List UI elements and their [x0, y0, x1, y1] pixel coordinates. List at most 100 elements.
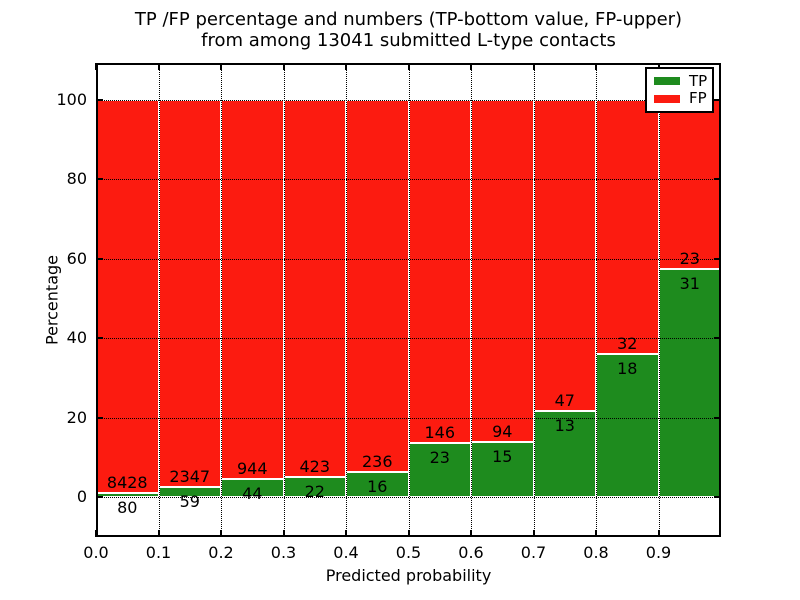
- gridline-vertical: [533, 63, 535, 537]
- y-tick-right: [714, 416, 721, 419]
- bar-fp-segment: [158, 99, 221, 488]
- x-tick-bottom: [407, 530, 410, 537]
- bar-fp-segment: [596, 99, 659, 354]
- bar-tp-segment: [346, 471, 409, 497]
- legend-swatch-fp-icon: [654, 94, 680, 103]
- bar-fp-segment: [471, 99, 534, 443]
- fp-count-label: 32: [617, 333, 638, 353]
- x-tick-label: 0.5: [395, 543, 422, 562]
- gridline-vertical: [596, 63, 597, 537]
- y-tick-left: [96, 257, 103, 260]
- y-tick-label: 100: [56, 89, 87, 109]
- tp-count-label: 44: [242, 484, 263, 504]
- x-tick-bottom: [157, 530, 160, 537]
- legend-label-fp: FP: [689, 89, 707, 108]
- y-tick-left: [96, 496, 103, 498]
- x-tick-top: [407, 63, 410, 70]
- x-tick-bottom: [470, 530, 472, 537]
- bar-tp-segment: [471, 442, 534, 497]
- gridline-vertical: [283, 63, 285, 537]
- fp-count-label: 94: [492, 422, 513, 442]
- legend-entry-fp: FP: [654, 91, 712, 106]
- x-tick-bottom: [595, 530, 597, 537]
- x-tick-label: 0.4: [333, 543, 359, 562]
- y-tick-label: 20: [66, 407, 87, 427]
- gridline-vertical: [221, 63, 222, 537]
- tp-count-label: 15: [492, 447, 513, 467]
- y-tick-label: 60: [66, 248, 87, 268]
- x-tick-label: 0.9: [645, 543, 672, 562]
- y-tick-right: [714, 337, 721, 339]
- gridline-vertical: [471, 63, 472, 537]
- y-tick-left: [96, 98, 103, 101]
- x-tick-bottom: [282, 530, 285, 537]
- plot-area: TP FP 8428 80 2347 59 944 44 423 22 236 16 146 23 94…: [95, 63, 721, 537]
- x-tick-label: 0.8: [583, 543, 609, 562]
- bar-tp-segment: [596, 353, 659, 497]
- y-tick-left: [96, 337, 103, 339]
- bar-tp-segment: [533, 410, 596, 497]
- x-tick-top: [220, 63, 222, 70]
- fp-count-label: 23: [679, 248, 700, 268]
- bar-fp-segment: [346, 99, 409, 472]
- x-tick-top: [595, 63, 597, 70]
- x-tick-bottom: [95, 530, 97, 537]
- gridline-vertical: [408, 63, 410, 537]
- y-tick-right: [714, 178, 721, 180]
- x-tick-bottom: [532, 530, 535, 537]
- gridline-vertical: [346, 63, 347, 537]
- tp-count-label: 22: [304, 482, 325, 502]
- tp-count-label: 23: [429, 447, 450, 467]
- y-axis-label: Percentage: [42, 254, 62, 346]
- bar-fp-segment: [408, 99, 471, 443]
- y-tick-right: [714, 257, 721, 260]
- tp-count-label: 80: [117, 498, 138, 518]
- bar-fp-segment: [96, 99, 159, 494]
- fp-count-label: 423: [299, 457, 331, 477]
- bar-fp-segment: [283, 99, 346, 478]
- y-tick-label: 80: [66, 169, 87, 188]
- x-tick-label: 0.7: [520, 543, 547, 562]
- legend: TP FP: [645, 67, 714, 113]
- bar-tp-segment: [658, 268, 721, 497]
- y-tick-right: [714, 496, 721, 498]
- tp-count-label: 16: [367, 476, 388, 496]
- y-tick-left: [96, 178, 103, 180]
- x-tick-label: 0.3: [270, 543, 297, 562]
- fp-count-label: 944: [236, 459, 268, 479]
- tp-count-label: 31: [679, 273, 700, 293]
- x-tick-label: 0.2: [208, 543, 234, 562]
- y-tick-left: [96, 416, 103, 419]
- fp-count-label: 236: [361, 451, 393, 471]
- y-tick-label: 40: [66, 328, 87, 347]
- legend-entry-tp: TP: [654, 71, 712, 90]
- fp-count-label: 47: [554, 390, 575, 410]
- tp-count-label: 13: [554, 415, 575, 435]
- chart-title-line1: TP /FP percentage and numbers (TP-bottom…: [134, 9, 683, 30]
- x-tick-top: [282, 63, 285, 70]
- x-tick-top: [657, 63, 660, 70]
- x-tick-top: [532, 63, 535, 70]
- gridline-vertical: [158, 63, 160, 537]
- bar-fp-segment: [221, 99, 284, 480]
- gridline-vertical: [658, 63, 660, 537]
- x-axis-label: Predicted probability: [325, 566, 492, 585]
- x-tick-bottom: [220, 530, 222, 537]
- x-tick-label: 0.6: [458, 543, 484, 562]
- legend-label-tp: TP: [689, 71, 708, 90]
- x-tick-top: [95, 63, 97, 70]
- x-tick-top: [345, 63, 347, 70]
- bar-fp-segment: [533, 99, 596, 411]
- bar-fp-segment: [658, 99, 721, 269]
- x-tick-top: [157, 63, 160, 70]
- y-tick-right: [714, 98, 721, 101]
- fp-count-label: 8428: [106, 473, 148, 493]
- chart-title-line2: from among 13041 submitted L-type contac…: [201, 30, 616, 51]
- x-tick-bottom: [345, 530, 347, 537]
- x-tick-top: [470, 63, 472, 70]
- x-tick-label: 0.0: [83, 543, 109, 562]
- tp-count-label: 59: [179, 492, 200, 512]
- legend-swatch-tp-icon: [654, 77, 680, 86]
- tp-count-label: 18: [617, 358, 638, 378]
